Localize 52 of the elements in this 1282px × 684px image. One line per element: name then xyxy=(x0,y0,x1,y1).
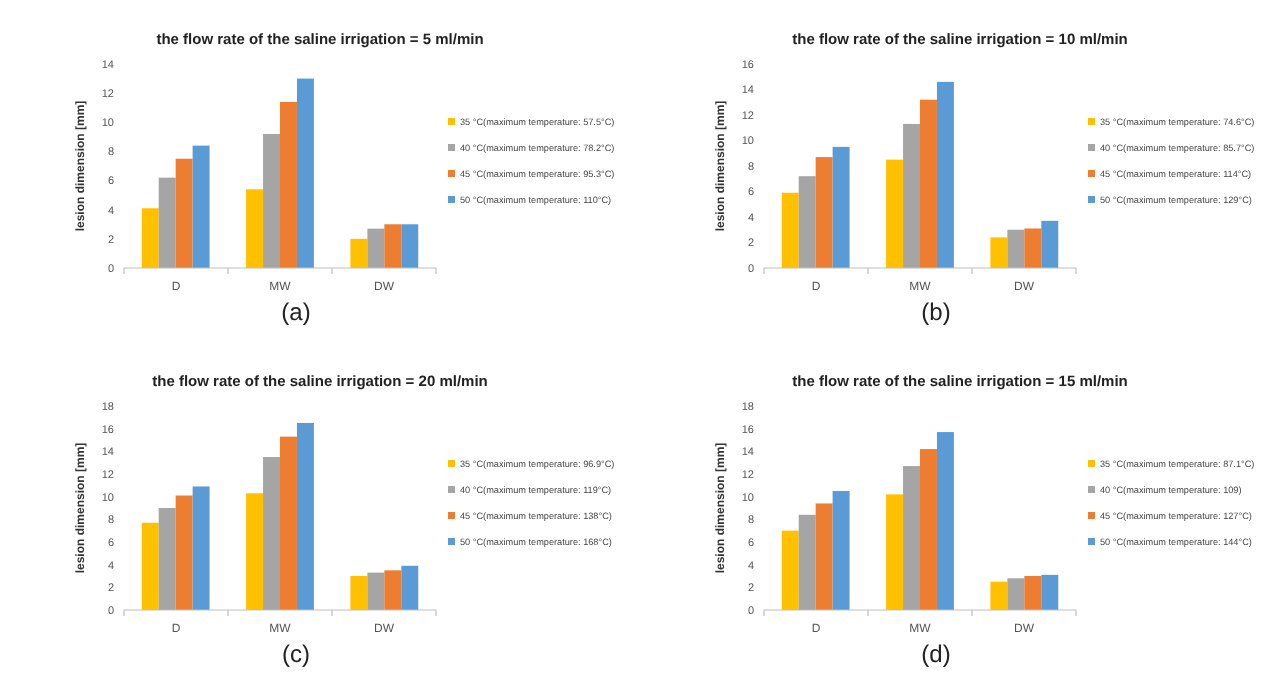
bar xyxy=(920,449,937,610)
bar xyxy=(350,576,368,610)
bar xyxy=(798,176,816,268)
bar xyxy=(990,237,1008,268)
bar xyxy=(263,457,280,610)
bar xyxy=(886,159,904,268)
bar xyxy=(384,570,402,610)
bar xyxy=(990,581,1008,610)
bar xyxy=(1007,229,1025,268)
text: (d) xyxy=(921,640,951,668)
bar xyxy=(141,208,159,268)
text: (a) xyxy=(281,298,311,326)
bar xyxy=(175,158,193,268)
bar xyxy=(903,123,920,268)
bar xyxy=(384,224,402,268)
bar xyxy=(401,224,419,268)
bar xyxy=(832,146,850,268)
bar xyxy=(903,466,920,610)
bar xyxy=(280,436,297,610)
bar xyxy=(936,81,954,268)
text: (c) xyxy=(282,640,310,668)
bar xyxy=(832,491,850,610)
bar xyxy=(781,530,799,610)
bar xyxy=(175,495,193,610)
bar xyxy=(798,514,816,610)
bar xyxy=(192,145,210,268)
bar xyxy=(936,432,954,610)
bar xyxy=(246,493,264,610)
bar xyxy=(781,192,799,268)
bar xyxy=(158,508,176,610)
bar xyxy=(296,78,314,268)
bar xyxy=(1024,576,1042,610)
bar xyxy=(296,423,314,610)
bar xyxy=(1041,220,1059,268)
bar xyxy=(350,238,368,268)
bar xyxy=(1024,228,1042,268)
bar xyxy=(367,228,385,268)
bar xyxy=(158,177,176,268)
bar xyxy=(263,133,280,268)
bar xyxy=(920,99,937,268)
bar xyxy=(367,572,385,610)
bar xyxy=(886,494,904,610)
bar xyxy=(141,522,159,610)
bar xyxy=(815,503,833,610)
bar xyxy=(401,565,419,610)
bar xyxy=(815,157,833,268)
bar xyxy=(192,486,210,610)
bar xyxy=(280,101,297,268)
text: (b) xyxy=(921,298,951,326)
bar xyxy=(1041,574,1059,610)
bar xyxy=(1007,578,1025,610)
bar xyxy=(246,189,264,268)
